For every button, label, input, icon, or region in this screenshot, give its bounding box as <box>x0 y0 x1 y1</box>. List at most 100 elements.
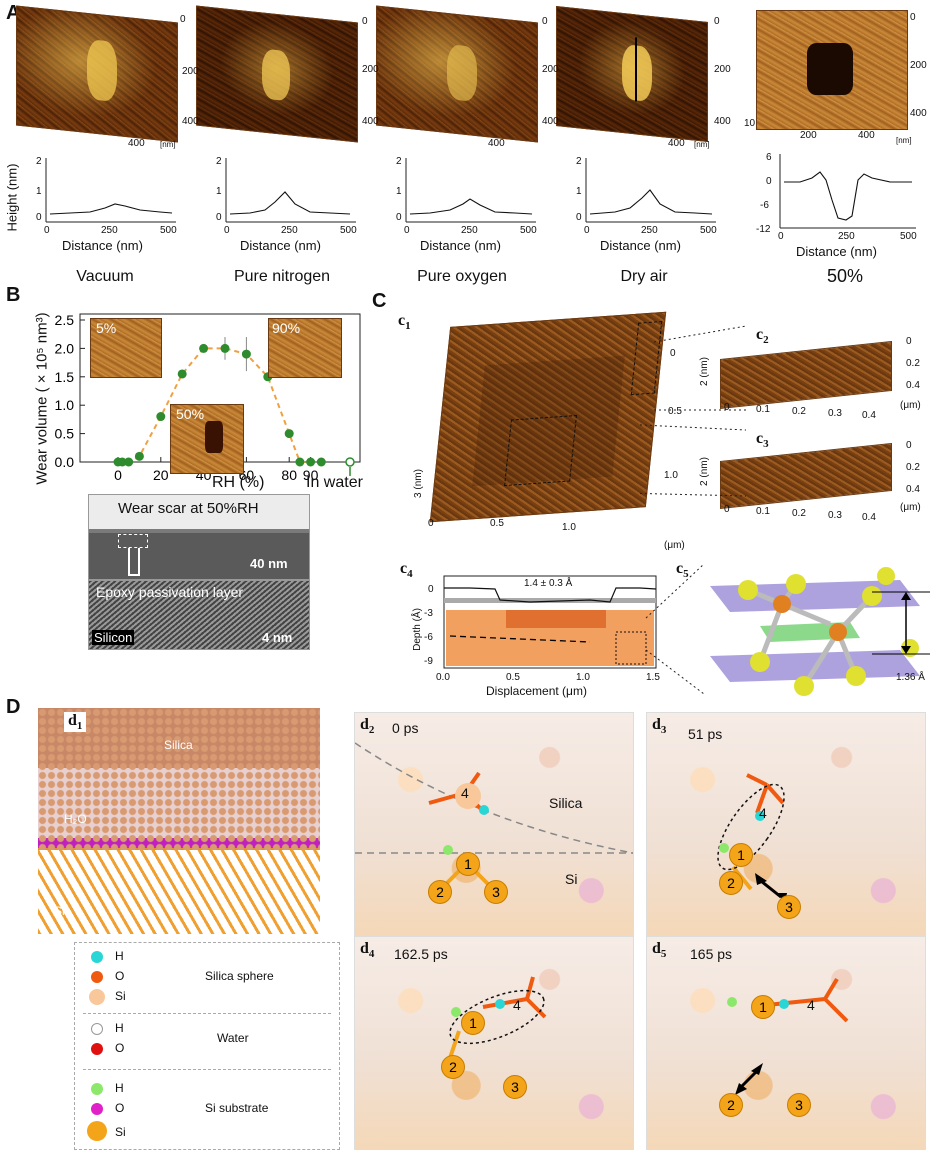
legend-o: O <box>115 1041 125 1055</box>
sub-label-d1: d1 <box>64 712 87 733</box>
afm-image-vacuum <box>16 5 178 143</box>
afm-tick: 200 <box>182 66 199 77</box>
profile-xtick: 500 <box>340 225 357 236</box>
sub-letter: c <box>400 560 408 577</box>
atom-silica-si <box>455 783 481 809</box>
sub-label-d3: d3 <box>652 716 666 736</box>
c3-xtick: 0.2 <box>792 508 806 519</box>
y-tick-label: 0.5 <box>55 426 75 442</box>
c2-xtick: 0.1 <box>756 404 770 415</box>
afm-tick: 400 <box>714 116 731 127</box>
c2-ytick: 0.4 <box>906 380 920 391</box>
profile-xtick: 250 <box>281 225 298 236</box>
sub-index: 5 <box>660 948 667 961</box>
atom-si-2: 2 <box>719 871 743 895</box>
atom-h <box>495 999 505 1009</box>
data-point <box>124 457 134 467</box>
profile-ytick: -12 <box>756 224 771 235</box>
tem-image-wear-scar <box>88 494 310 580</box>
c4-xtick: 0.5 <box>506 672 520 683</box>
d5-bonds <box>735 977 849 1095</box>
data-point <box>117 457 127 467</box>
c5-spacing-label: 1.36 Å <box>896 672 925 683</box>
d2-si-label: Si <box>565 871 578 887</box>
profile-xtick: 500 <box>160 225 177 236</box>
atom-number: 4 <box>513 997 521 1013</box>
atom-number: 4 <box>461 785 469 801</box>
profile-ylabel: Height (nm) <box>4 163 20 232</box>
d4-bonds <box>447 976 547 1062</box>
condition-label: 50% <box>826 266 864 286</box>
legend-si-substrate-title: Si substrate <box>205 1101 269 1115</box>
atom-h <box>755 811 765 821</box>
panel-c-letter: C <box>372 290 387 312</box>
data-point <box>134 451 144 461</box>
y-tick-label: 1.5 <box>55 369 75 385</box>
d1-si-label: Si <box>54 904 65 918</box>
sub-letter: c <box>676 560 684 577</box>
wear-pit <box>205 421 223 453</box>
c1-xtick: 0.5 <box>490 518 504 529</box>
c4-ytick: 0 <box>428 584 434 595</box>
legend-o-silica <box>91 971 103 983</box>
inset-label: 5% <box>96 320 117 336</box>
profile-ytick: 0 <box>576 212 582 223</box>
tem-layer-label: Epoxy passivation layer <box>96 584 244 600</box>
legend-h-water <box>91 1023 103 1035</box>
d5-snapshot: 4 1 2 3 <box>646 936 926 1150</box>
sub-label-d5: d5 <box>652 940 666 960</box>
data-point <box>177 369 187 379</box>
c1-ytick: 0.5 <box>668 406 682 417</box>
height-profiles <box>45 154 916 229</box>
afm-tick: 400 <box>488 138 505 149</box>
afm-tick: 400 <box>668 138 685 149</box>
sub-letter: d <box>360 940 369 957</box>
wear-pit <box>807 43 853 95</box>
c3-xtick: 0.1 <box>756 506 770 517</box>
d1-substrate-lattice <box>38 850 320 934</box>
profile-xlabel: Distance (nm) <box>420 238 501 253</box>
d3-time: 51 ps <box>688 726 723 742</box>
c5-crystal-structure <box>710 567 930 696</box>
d5-time: 165 ps <box>690 946 733 962</box>
profile-ytick: 2 <box>576 156 582 167</box>
atom-h-substrate <box>451 1007 461 1017</box>
tem-scale-2: 4 nm <box>262 630 293 645</box>
profile-ytick: 0 <box>766 176 772 187</box>
afm-tick: 0 <box>542 16 548 27</box>
afm-tick: 200 <box>910 60 927 71</box>
data-point <box>156 412 166 422</box>
atom-h-substrate <box>443 845 453 855</box>
c2-unit: (μm) <box>900 400 921 411</box>
y-tick-label: 2.0 <box>55 340 75 356</box>
legend-h-substrate <box>91 1083 103 1095</box>
condition-label: Pure nitrogen <box>233 268 331 285</box>
profile-nitrogen <box>225 158 356 223</box>
c1-ytick: 1.0 <box>664 470 678 481</box>
c1-zlabel: 3 (nm) <box>412 469 424 498</box>
legend-o-substrate <box>91 1103 103 1115</box>
sub-index: 1 <box>76 720 83 733</box>
atom-h <box>479 805 489 815</box>
sub-index: 2 <box>763 334 769 347</box>
c4-ytick: -9 <box>424 656 433 667</box>
c4-xtick: 1.5 <box>646 672 660 683</box>
profile-ytick: 1 <box>216 186 222 197</box>
atom-number: 4 <box>807 997 815 1013</box>
profile-xtick: 250 <box>838 231 855 242</box>
x-tick-label: 0 <box>114 467 122 483</box>
afm-unit: [nm] <box>896 136 912 145</box>
legend-divider <box>83 1069 331 1070</box>
c1-ytick: 0 <box>670 348 676 359</box>
profile-ytick: 0 <box>36 212 42 223</box>
profile-dry-air <box>585 158 716 223</box>
afm-tick: 0 <box>714 16 720 27</box>
tem-selection-box <box>118 534 148 548</box>
atom-si-3: 3 <box>484 880 508 904</box>
c2-xtick: 0.2 <box>792 406 806 417</box>
legend-silica-sphere: Silica sphere <box>205 969 274 983</box>
legend-o: O <box>115 1101 125 1115</box>
legend-o-water <box>91 1043 103 1055</box>
d4-time: 162.5 ps <box>394 946 448 962</box>
tem-title: Wear scar at 50%RH <box>118 500 259 517</box>
